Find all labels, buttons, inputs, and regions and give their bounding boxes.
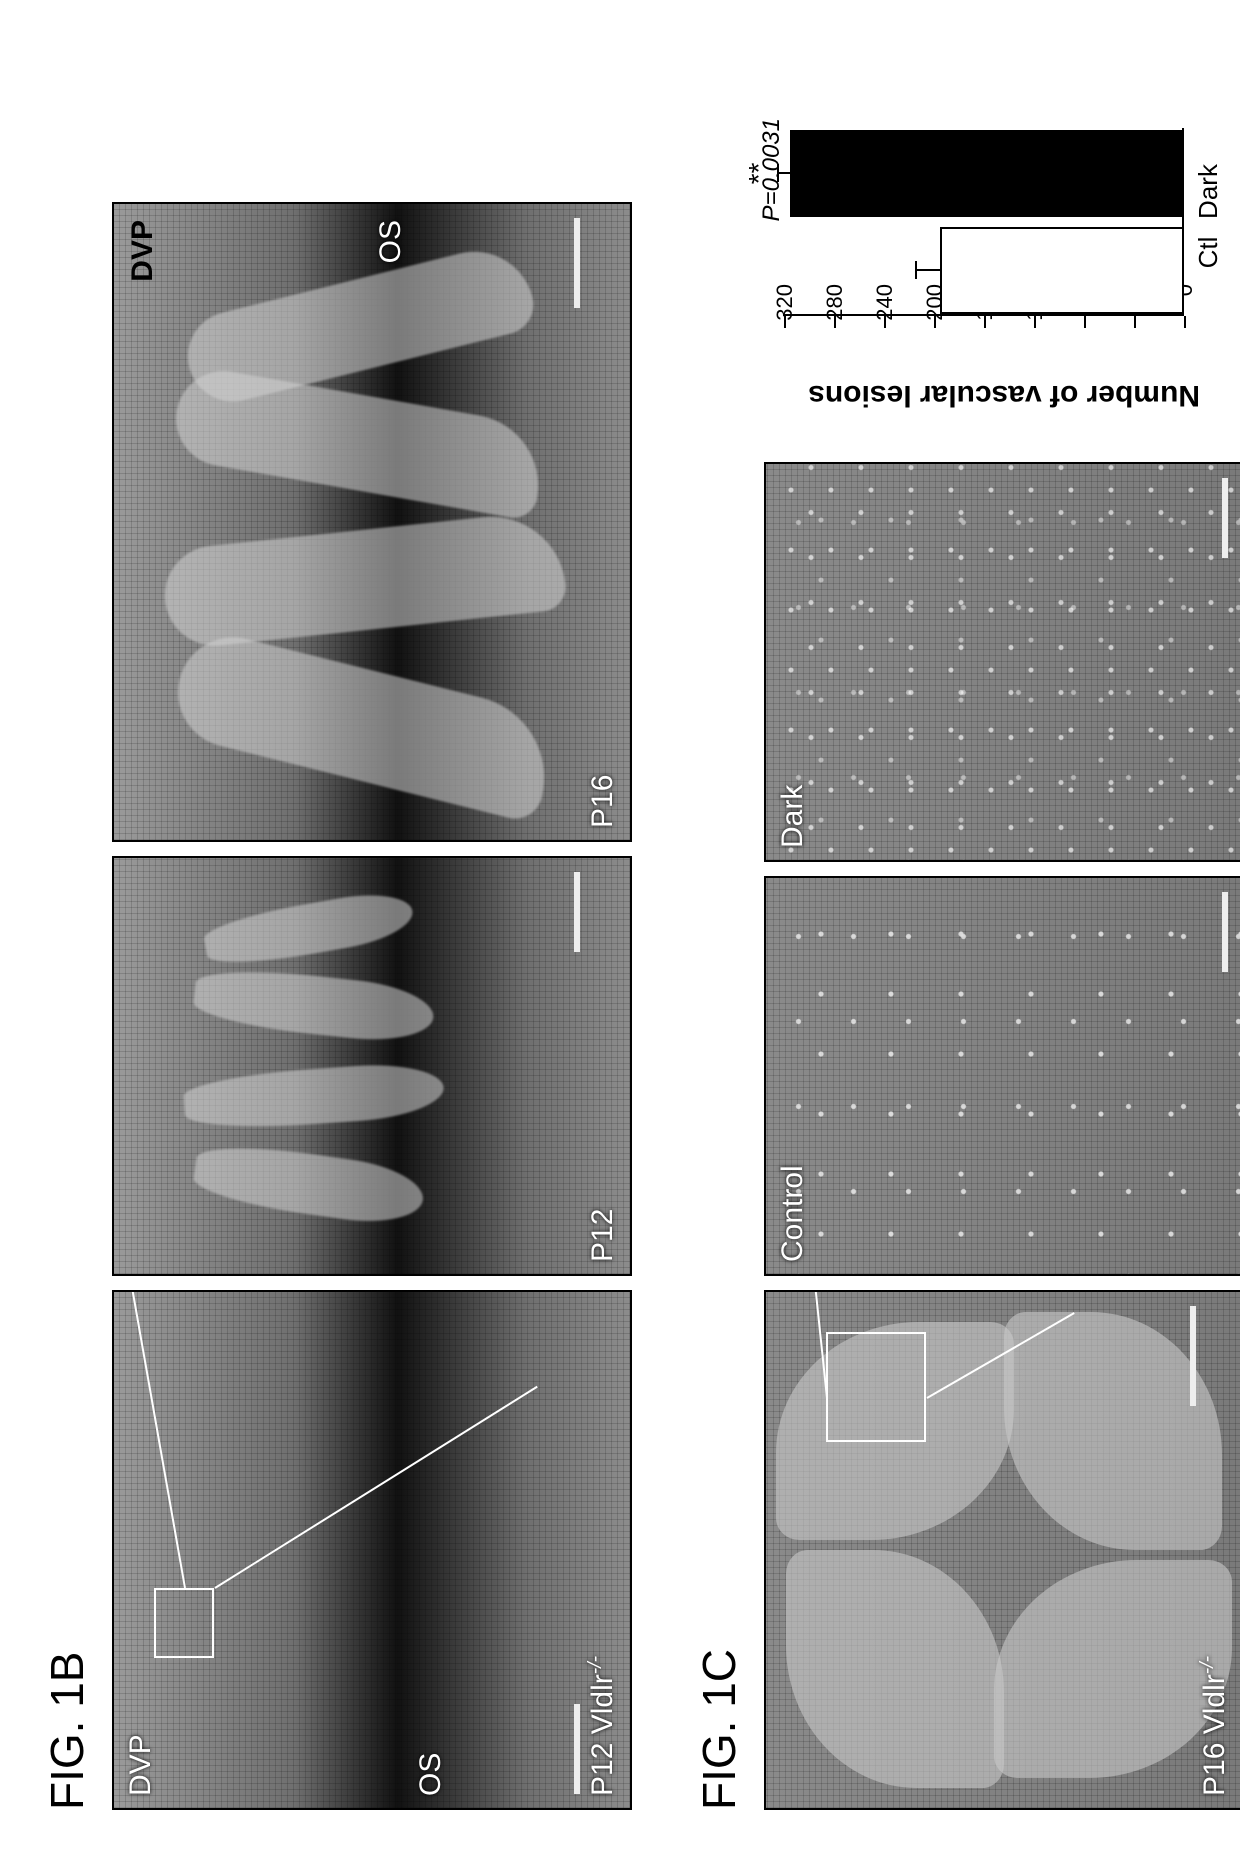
figure-label-c: FIG. 1C xyxy=(692,50,746,1810)
fig-c-row: P16 Vldlr-/- Control Dark Number of vasc… xyxy=(764,50,1240,1810)
scale-bar xyxy=(574,872,580,952)
caption-text: P16 Vldlr xyxy=(1198,1674,1231,1796)
panel-region-dvp: DVP xyxy=(124,1734,158,1796)
x-label-dark: Dark xyxy=(1193,128,1224,255)
y-tick: 160 xyxy=(984,316,986,328)
fig-c-panel-2: Control xyxy=(764,876,1240,1276)
y-tick: 200 xyxy=(934,316,936,328)
caption-text: P12 Vldlr xyxy=(586,1674,619,1796)
scale-bar xyxy=(1222,892,1228,972)
fig-c-panel-1: P16 Vldlr-/- xyxy=(764,1290,1240,1810)
scale-bar xyxy=(574,1704,580,1794)
fig-b-panel-3: DVP OS P16 xyxy=(112,202,632,842)
panel-caption: P12 xyxy=(586,1209,620,1262)
scale-bar xyxy=(1222,478,1228,558)
lesion-count-bar-chart: Number of vascular lesions P=0.0031 0408… xyxy=(764,118,1240,418)
panel-region-os: OS xyxy=(374,220,408,263)
fig-b-panel-2: P12 xyxy=(112,856,632,1276)
y-tick: 80 xyxy=(1084,316,1086,328)
fig-c-panel-3: Dark xyxy=(764,462,1240,862)
genotype-suffix: -/- xyxy=(1196,1656,1218,1674)
scale-bar xyxy=(1190,1306,1196,1406)
panel-region-dvp: DVP xyxy=(126,220,160,282)
error-bar-ctl xyxy=(915,270,943,272)
bar-dark: ** xyxy=(790,130,1184,217)
significance-stars: ** xyxy=(743,163,775,185)
chart-bars: ** xyxy=(784,130,1184,314)
genotype-suffix: -/- xyxy=(584,1656,606,1674)
inset-lead-bottom xyxy=(214,1386,537,1589)
error-bar-dark xyxy=(777,173,792,175)
inset-lead-top xyxy=(125,1290,186,1588)
chart-axes: P=0.0031 04080120160200240280320 ** Ctl … xyxy=(764,118,1240,372)
inset-box xyxy=(154,1588,214,1658)
panel-caption: Control xyxy=(776,1165,810,1262)
panel-caption: P16 xyxy=(586,775,620,828)
figure-label-b: FIG. 1B xyxy=(40,50,94,1810)
y-tick: 40 xyxy=(1134,316,1136,328)
scale-bar xyxy=(574,218,580,308)
chart-y-label: Number of vascular lesions xyxy=(764,372,1240,418)
panel-caption: Dark xyxy=(776,785,810,848)
panel-region-os: OS xyxy=(414,1753,448,1796)
y-tick: 0 xyxy=(1184,316,1186,328)
y-tick: 320 xyxy=(784,316,786,328)
y-tick: 280 xyxy=(834,316,836,328)
fig-b-panel-1: DVP OS P12 Vldlr-/- xyxy=(112,1290,632,1810)
y-tick: 120 xyxy=(1034,316,1036,328)
y-tick: 240 xyxy=(884,316,886,328)
panel-caption: P12 Vldlr-/- xyxy=(584,1656,620,1796)
fig-b-row: DVP OS P12 Vldlr-/- P12 DVP OS xyxy=(112,50,632,1810)
bar-ctl xyxy=(940,227,1184,314)
inset-box xyxy=(826,1332,926,1442)
panel-caption: P16 Vldlr-/- xyxy=(1196,1656,1232,1796)
